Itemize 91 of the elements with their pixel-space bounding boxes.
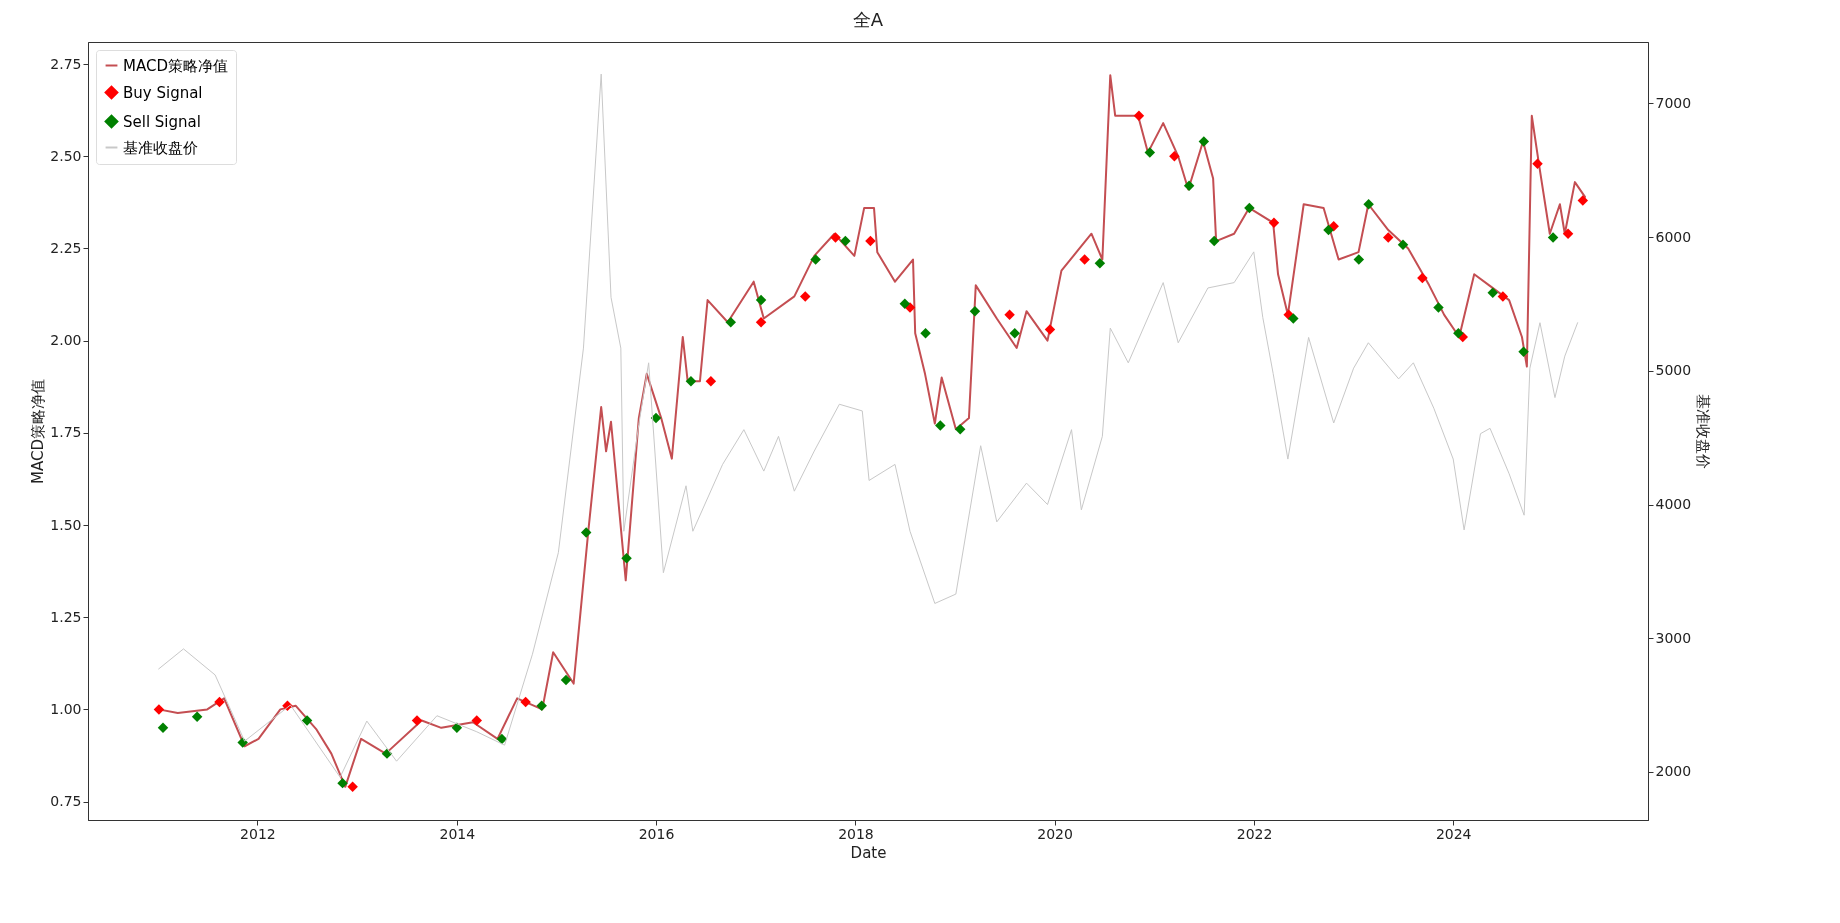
y2-tick-label: 2000: [1655, 763, 1692, 780]
point: [1497, 291, 1509, 302]
point: [1009, 328, 1021, 339]
point: [1518, 346, 1529, 357]
point: [1169, 151, 1180, 162]
point: [411, 715, 423, 726]
x-tick-label: 2018: [838, 825, 874, 842]
point: [1532, 158, 1543, 169]
x-tick-label: 2020: [1037, 825, 1073, 842]
point: [1183, 180, 1195, 192]
point: [301, 715, 313, 726]
point: [621, 552, 632, 564]
point: [800, 291, 811, 302]
point: [1288, 313, 1299, 324]
point: [1268, 217, 1280, 228]
point: [1353, 254, 1365, 265]
x-tick-label: 2016: [638, 825, 675, 842]
point: [214, 696, 225, 708]
point: [337, 777, 348, 789]
legend-label: Buy Signal: [123, 83, 203, 102]
point: [920, 328, 931, 339]
point: [1397, 239, 1409, 251]
y-axis-title: MACD策略净值: [29, 379, 48, 484]
y-tick-label: 1.25: [50, 608, 82, 625]
point: [1433, 302, 1444, 313]
point: [536, 700, 547, 711]
point: [1144, 147, 1156, 158]
point: [1487, 287, 1499, 298]
point: [347, 781, 358, 793]
y-tick-label: 2.00: [50, 332, 82, 349]
point: [191, 711, 203, 722]
point: [1208, 235, 1220, 247]
point: [1383, 232, 1394, 243]
y-tick-label: 1.75: [50, 424, 82, 441]
point: [580, 527, 592, 538]
point: [685, 375, 697, 387]
point: [1363, 198, 1374, 210]
y2-axis-title: 基准收盘价: [1694, 394, 1713, 469]
point: [560, 674, 572, 686]
x-tick-label: 2024: [1435, 825, 1472, 842]
point: [1323, 224, 1334, 236]
point: [1044, 324, 1056, 335]
point: [520, 696, 531, 708]
y2-tick-label: 3000: [1655, 629, 1692, 646]
point: [935, 420, 946, 431]
y-tick-label: 0.75: [50, 793, 82, 810]
point: [725, 316, 737, 328]
point: [1133, 110, 1145, 121]
point: [153, 704, 165, 715]
point: [1079, 254, 1090, 265]
point: [830, 232, 841, 243]
point: [1244, 202, 1255, 214]
point: [810, 254, 821, 265]
y-tick-label: 2.75: [50, 55, 82, 72]
y-tick-label: 1.00: [50, 700, 82, 717]
y-tick-label: 2.25: [50, 239, 82, 256]
point: [969, 305, 981, 317]
point: [496, 733, 508, 745]
point: [1547, 232, 1559, 243]
point: [1198, 136, 1210, 147]
legend-label: Sell Signal: [123, 112, 201, 131]
x-tick-label: 2012: [240, 825, 276, 842]
y2-tick-label: 4000: [1655, 496, 1692, 513]
point: [451, 722, 463, 734]
point: [650, 412, 662, 424]
legend-label: MACD策略净值: [123, 56, 228, 75]
point: [840, 235, 851, 247]
x-axis-title: Date: [850, 843, 887, 862]
point: [1094, 257, 1106, 269]
point: [471, 715, 483, 726]
point: [755, 294, 767, 306]
legend-label: 基准收盘价: [123, 138, 198, 157]
point: [1417, 272, 1428, 284]
y-tick-label: 1.50: [50, 516, 82, 533]
y2-tick-label: 6000: [1655, 228, 1692, 245]
point: [705, 375, 717, 387]
x-tick-label: 2014: [439, 825, 476, 842]
point: [954, 423, 966, 435]
x-tick-label: 2022: [1236, 825, 1273, 842]
point: [755, 316, 767, 328]
point: [899, 298, 911, 310]
point: [1562, 228, 1574, 239]
point: [157, 722, 169, 734]
y2-tick-label: 7000: [1655, 94, 1692, 111]
y-tick-label: 2.50: [50, 147, 82, 164]
point: [1453, 328, 1464, 339]
point: [1004, 309, 1015, 321]
point: [865, 235, 876, 247]
point: [1577, 195, 1589, 206]
chart-title: 全A: [852, 9, 884, 30]
y2-tick-label: 5000: [1655, 362, 1692, 379]
